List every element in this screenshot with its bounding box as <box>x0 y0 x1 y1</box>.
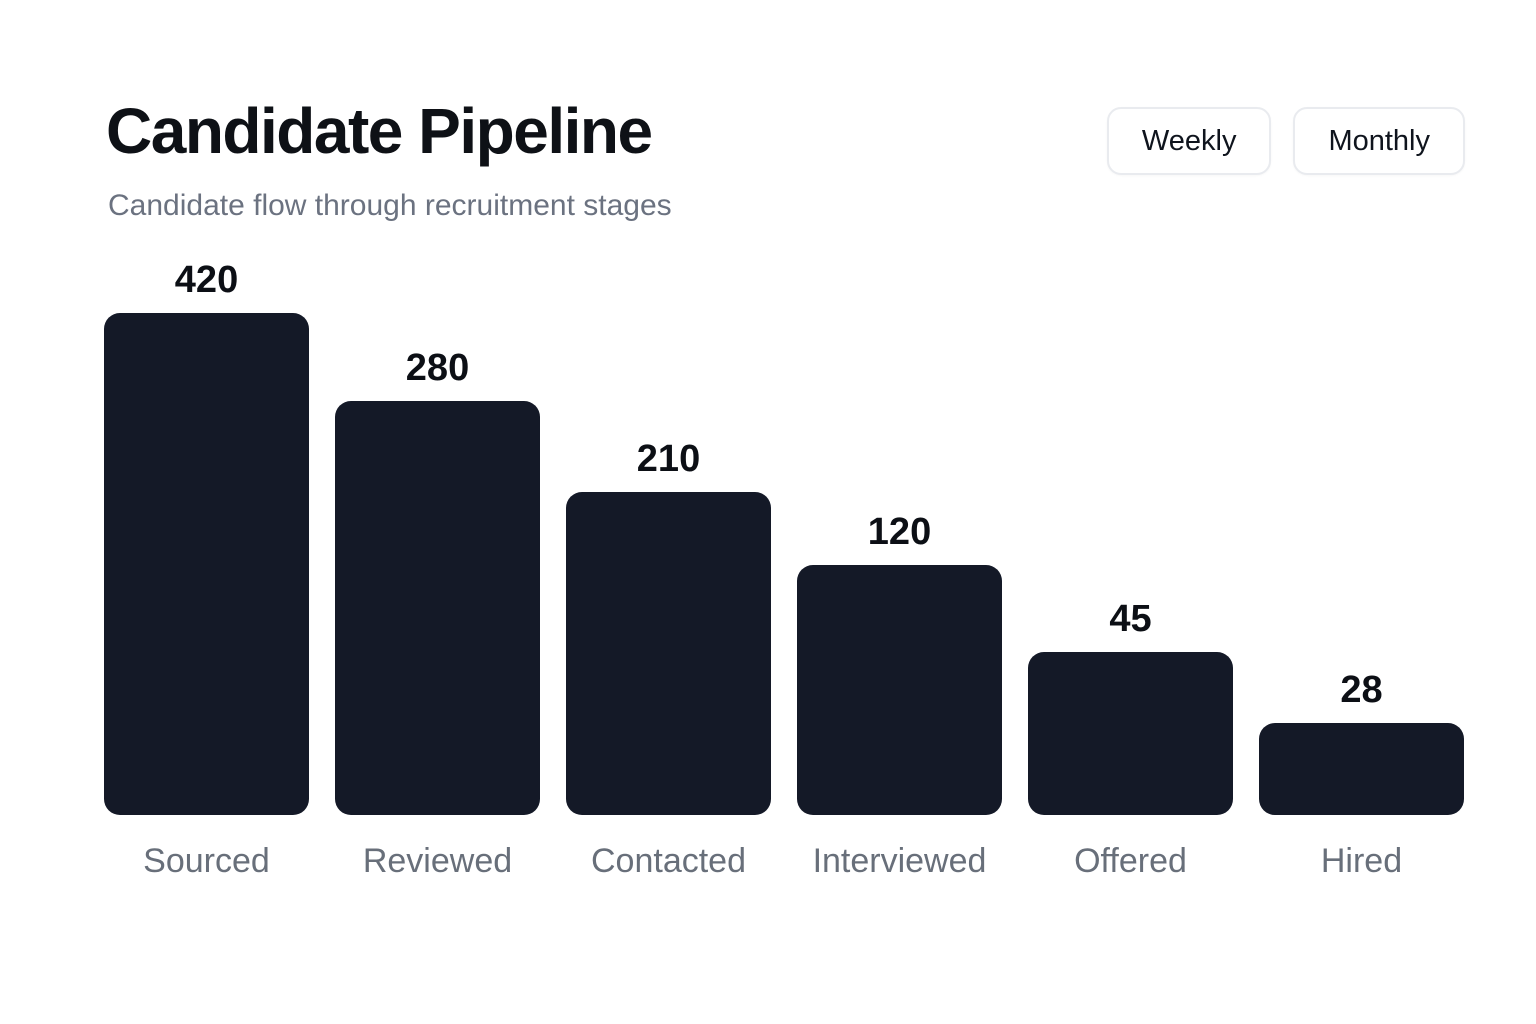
x-axis-label-reviewed: Reviewed <box>362 842 513 880</box>
bar-reviewed <box>335 401 540 815</box>
x-axis-label-offered: Offered <box>1074 842 1187 880</box>
x-axis-label-contacted: Contacted <box>591 842 746 880</box>
bar-value-label: 120 <box>867 511 932 553</box>
bar-column-sourced: 420 <box>104 250 309 815</box>
bar-column-reviewed: 280 <box>335 250 540 815</box>
page-subtitle: Candidate flow through recruitment stage… <box>108 189 672 222</box>
bar-value-label: 45 <box>1109 598 1152 640</box>
bar-column-contacted: 210 <box>566 250 771 815</box>
monthly-button[interactable]: Monthly <box>1293 107 1465 175</box>
weekly-button[interactable]: Weekly <box>1106 107 1272 175</box>
x-axis-label-interviewed: Interviewed <box>812 842 987 880</box>
bar-column-offered: 45 <box>1028 250 1233 815</box>
x-axis-labels: Sourced Reviewed Contacted Interviewed O… <box>104 841 1464 882</box>
bar-value-label: 420 <box>174 259 239 301</box>
bars-row: 420 280 210 120 45 28 <box>104 250 1464 815</box>
bar-interviewed <box>797 565 1002 815</box>
bar-value-label: 280 <box>405 347 470 389</box>
period-toggle-group: Weekly Monthly <box>1106 107 1465 175</box>
bar-sourced <box>104 313 309 815</box>
x-axis-label-sourced: Sourced <box>143 842 270 880</box>
bar-hired <box>1259 723 1464 815</box>
page-title: Candidate Pipeline <box>106 95 653 167</box>
bar-column-interviewed: 120 <box>797 250 1002 815</box>
candidate-pipeline-bar-chart: 420 280 210 120 45 28 <box>104 250 1464 882</box>
bar-offered <box>1028 652 1233 815</box>
bar-column-hired: 28 <box>1259 250 1464 815</box>
bar-contacted <box>566 492 771 815</box>
bar-value-label: 28 <box>1340 669 1383 711</box>
x-axis-label-hired: Hired <box>1320 842 1403 880</box>
bar-value-label: 210 <box>636 438 701 480</box>
